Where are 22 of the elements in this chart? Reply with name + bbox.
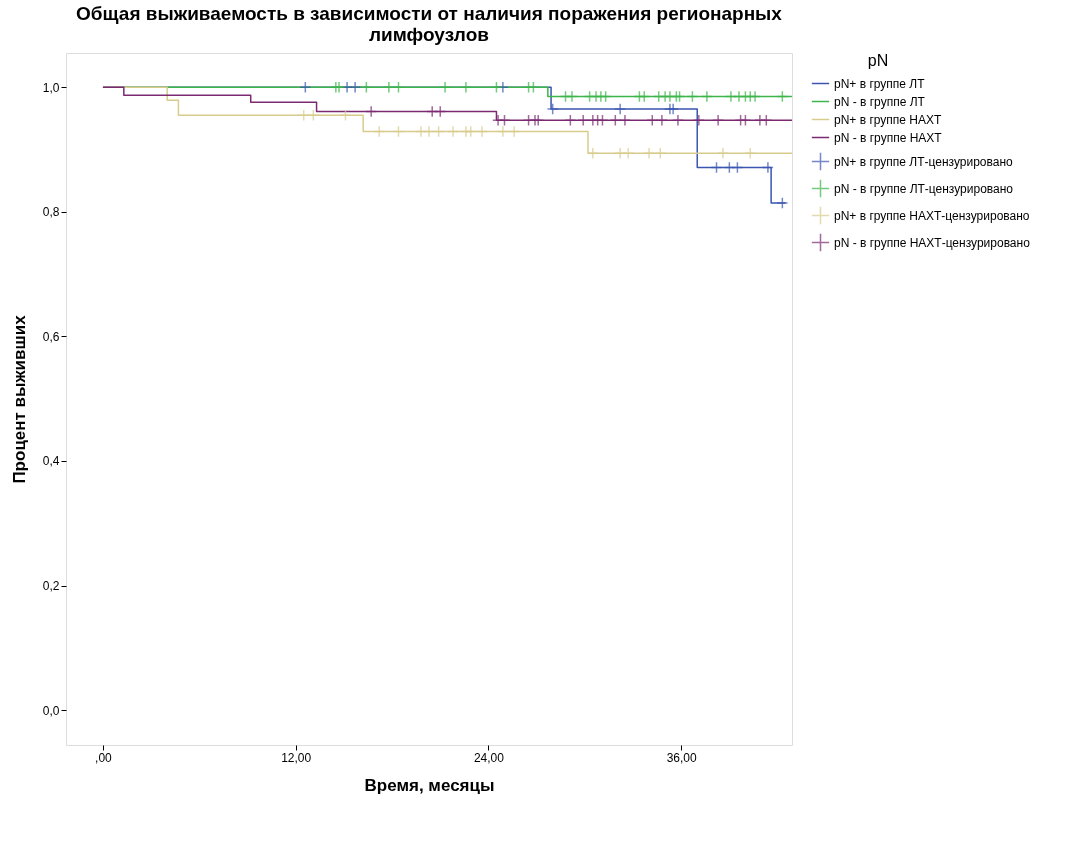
y-axis-title: Процент выживших [9,314,29,484]
legend-label: pN+ в группе ЛТ-цензурировано [834,154,1014,169]
chart-title: Общая выживаемость в зависимости от наличия поражения регионарных лимфоузлов [76,3,783,45]
legend-label: pN+ в группе НАХТ-цензурировано [834,208,1030,223]
y-tick-label: 0,2 [42,579,60,594]
y-tick-label: 1,0 [42,80,60,95]
legend-label: pN+ в группе НАХТ [834,112,942,127]
legend-label: pN - в группе НАХТ-цензурировано [834,235,1031,250]
legend-label: pN - в группе ЛТ [834,94,926,109]
x-tick-label: 24,00 [473,750,505,765]
y-tick-label: 0,6 [42,329,60,344]
x-tick-label: ,00 [95,750,113,765]
y-tick-label: 0,0 [42,703,60,718]
y-tick-label: 0,4 [42,454,60,469]
legend-label: pN+ в группе ЛТ [834,76,926,91]
legend-label: pN - в группе ЛТ-цензурировано [834,181,1014,196]
x-tick-label: 36,00 [666,750,698,765]
y-tick-label: 0,8 [42,205,60,220]
legend-title: pN [867,52,889,69]
legend-label: pN - в группе НАХТ [834,130,943,145]
x-axis-title: Время, месяцы [364,775,495,795]
x-tick-label: 12,00 [281,750,312,765]
